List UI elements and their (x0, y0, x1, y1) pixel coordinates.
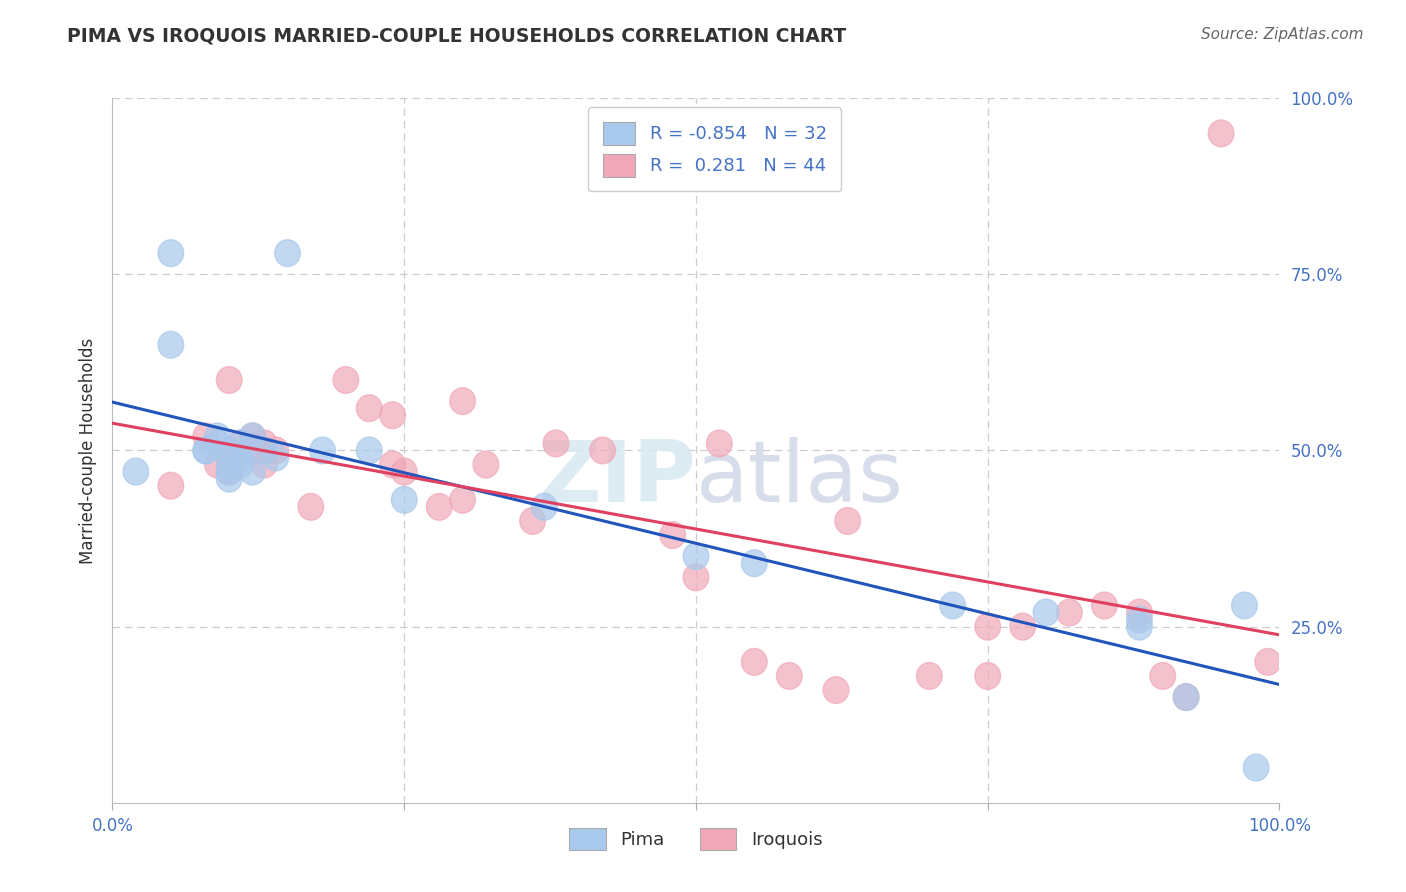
Ellipse shape (239, 423, 266, 450)
Ellipse shape (157, 472, 184, 500)
Ellipse shape (835, 508, 860, 534)
Ellipse shape (205, 430, 231, 457)
Ellipse shape (1010, 613, 1036, 640)
Ellipse shape (1126, 607, 1153, 633)
Ellipse shape (1126, 599, 1153, 626)
Ellipse shape (741, 549, 768, 576)
Ellipse shape (823, 677, 849, 704)
Ellipse shape (974, 663, 1001, 690)
Ellipse shape (217, 458, 242, 485)
Ellipse shape (309, 437, 336, 464)
Ellipse shape (217, 451, 242, 478)
Text: ZIP: ZIP (538, 437, 696, 520)
Ellipse shape (380, 451, 405, 478)
Ellipse shape (939, 592, 966, 619)
Ellipse shape (274, 240, 301, 267)
Text: atlas: atlas (696, 437, 904, 520)
Ellipse shape (589, 437, 616, 464)
Ellipse shape (263, 437, 288, 464)
Ellipse shape (1150, 663, 1175, 690)
Ellipse shape (217, 466, 242, 492)
Ellipse shape (298, 493, 323, 520)
Ellipse shape (1243, 754, 1270, 781)
Ellipse shape (157, 240, 184, 267)
Ellipse shape (239, 423, 266, 450)
Ellipse shape (917, 663, 942, 690)
Ellipse shape (333, 367, 359, 393)
Ellipse shape (252, 451, 277, 478)
Ellipse shape (520, 508, 546, 534)
Ellipse shape (217, 367, 242, 393)
Ellipse shape (217, 458, 242, 485)
Ellipse shape (263, 444, 288, 471)
Ellipse shape (122, 458, 149, 485)
Ellipse shape (239, 458, 266, 485)
Ellipse shape (543, 430, 569, 457)
Ellipse shape (776, 663, 803, 690)
Ellipse shape (659, 522, 686, 549)
Ellipse shape (450, 388, 475, 415)
Ellipse shape (217, 444, 242, 471)
Ellipse shape (472, 451, 499, 478)
Ellipse shape (356, 437, 382, 464)
Ellipse shape (706, 430, 733, 457)
Ellipse shape (1091, 592, 1118, 619)
Ellipse shape (252, 430, 277, 457)
Ellipse shape (1173, 683, 1199, 711)
Ellipse shape (1033, 599, 1059, 626)
Ellipse shape (228, 430, 253, 457)
Ellipse shape (1126, 613, 1153, 640)
Legend: Pima, Iroquois: Pima, Iroquois (562, 821, 830, 857)
Ellipse shape (1173, 683, 1199, 711)
Ellipse shape (683, 542, 709, 570)
Ellipse shape (380, 401, 405, 429)
Ellipse shape (228, 430, 253, 457)
Y-axis label: Married-couple Households: Married-couple Households (79, 337, 97, 564)
Ellipse shape (531, 493, 557, 520)
Ellipse shape (683, 564, 709, 591)
Ellipse shape (217, 437, 242, 464)
Ellipse shape (193, 423, 219, 450)
Ellipse shape (1056, 599, 1083, 626)
Ellipse shape (1256, 648, 1281, 675)
Ellipse shape (741, 648, 768, 675)
Ellipse shape (391, 458, 418, 485)
Ellipse shape (239, 437, 266, 464)
Text: Source: ZipAtlas.com: Source: ZipAtlas.com (1201, 27, 1364, 42)
Ellipse shape (157, 331, 184, 359)
Ellipse shape (974, 613, 1001, 640)
Ellipse shape (193, 437, 219, 464)
Ellipse shape (193, 437, 219, 464)
Ellipse shape (450, 486, 475, 513)
Ellipse shape (1232, 592, 1257, 619)
Text: PIMA VS IROQUOIS MARRIED-COUPLE HOUSEHOLDS CORRELATION CHART: PIMA VS IROQUOIS MARRIED-COUPLE HOUSEHOL… (67, 27, 846, 45)
Ellipse shape (228, 451, 253, 478)
Ellipse shape (1208, 120, 1234, 147)
Ellipse shape (205, 451, 231, 478)
Ellipse shape (228, 444, 253, 471)
Ellipse shape (391, 486, 418, 513)
Ellipse shape (252, 437, 277, 464)
Ellipse shape (356, 395, 382, 422)
Ellipse shape (217, 437, 242, 464)
Ellipse shape (205, 423, 231, 450)
Ellipse shape (426, 493, 453, 520)
